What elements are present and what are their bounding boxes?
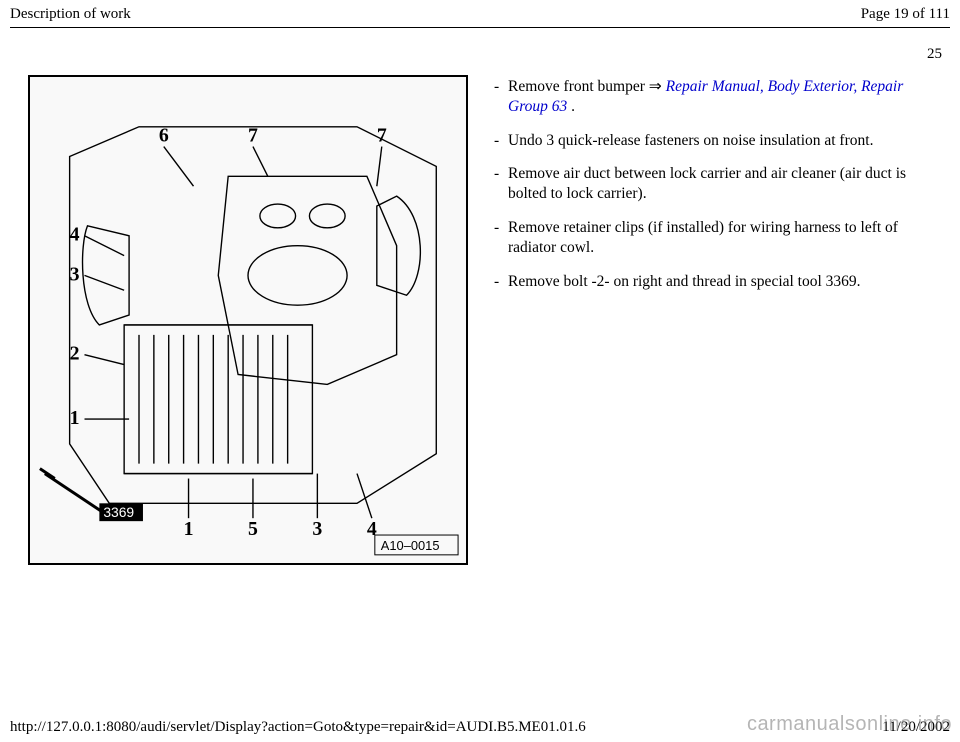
footer-date: 11/20/2002 bbox=[882, 719, 950, 736]
callout: 4 bbox=[70, 224, 80, 246]
bullet-dash: - bbox=[494, 164, 508, 204]
callout: 1 bbox=[184, 518, 194, 540]
technical-illustration: 6 7 7 4 3 2 1 1 5 3 4 3369 A10–0015 bbox=[28, 75, 468, 565]
step-item: - Remove bolt -2- on right and thread in… bbox=[494, 272, 948, 292]
callout: 7 bbox=[248, 125, 258, 147]
header-page: Page 19 of 111 bbox=[861, 6, 950, 23]
callout: 6 bbox=[159, 125, 169, 147]
tool-label: 3369 bbox=[103, 504, 134, 520]
step-text: Remove air duct between lock carrier and… bbox=[508, 164, 948, 204]
header-title: Description of work bbox=[10, 6, 131, 23]
procedure-steps: - Remove front bumper ⇒ Repair Manual, B… bbox=[468, 75, 948, 565]
callout: 3 bbox=[312, 518, 322, 540]
step-text: Remove bolt -2- on right and thread in s… bbox=[508, 272, 948, 292]
figure-number: 25 bbox=[0, 28, 960, 67]
step-text: Remove front bumper bbox=[508, 78, 649, 95]
bullet-dash: - bbox=[494, 131, 508, 151]
bullet-dash: - bbox=[494, 272, 508, 292]
step-text: . bbox=[567, 98, 575, 115]
step-item: - Remove retainer clips (if installed) f… bbox=[494, 218, 948, 258]
step-item: - Undo 3 quick-release fasteners on nois… bbox=[494, 131, 948, 151]
callout: 3 bbox=[70, 263, 80, 285]
plate-label: A10–0015 bbox=[381, 538, 440, 553]
step-item: - Remove front bumper ⇒ Repair Manual, B… bbox=[494, 77, 948, 117]
step-item: - Remove air duct between lock carrier a… bbox=[494, 164, 948, 204]
step-text: Remove retainer clips (if installed) for… bbox=[508, 218, 948, 258]
bullet-dash: - bbox=[494, 77, 508, 117]
bullet-dash: - bbox=[494, 218, 508, 258]
callout: 7 bbox=[377, 125, 387, 147]
callout: 5 bbox=[248, 518, 258, 540]
step-text: Undo 3 quick-release fasteners on noise … bbox=[508, 131, 948, 151]
arrow-glyph: ⇒ bbox=[649, 78, 662, 95]
callout: 2 bbox=[70, 343, 80, 365]
callout: 4 bbox=[367, 518, 377, 540]
footer-url: http://127.0.0.1:8080/audi/servlet/Displ… bbox=[10, 719, 586, 736]
callout: 1 bbox=[70, 407, 80, 429]
